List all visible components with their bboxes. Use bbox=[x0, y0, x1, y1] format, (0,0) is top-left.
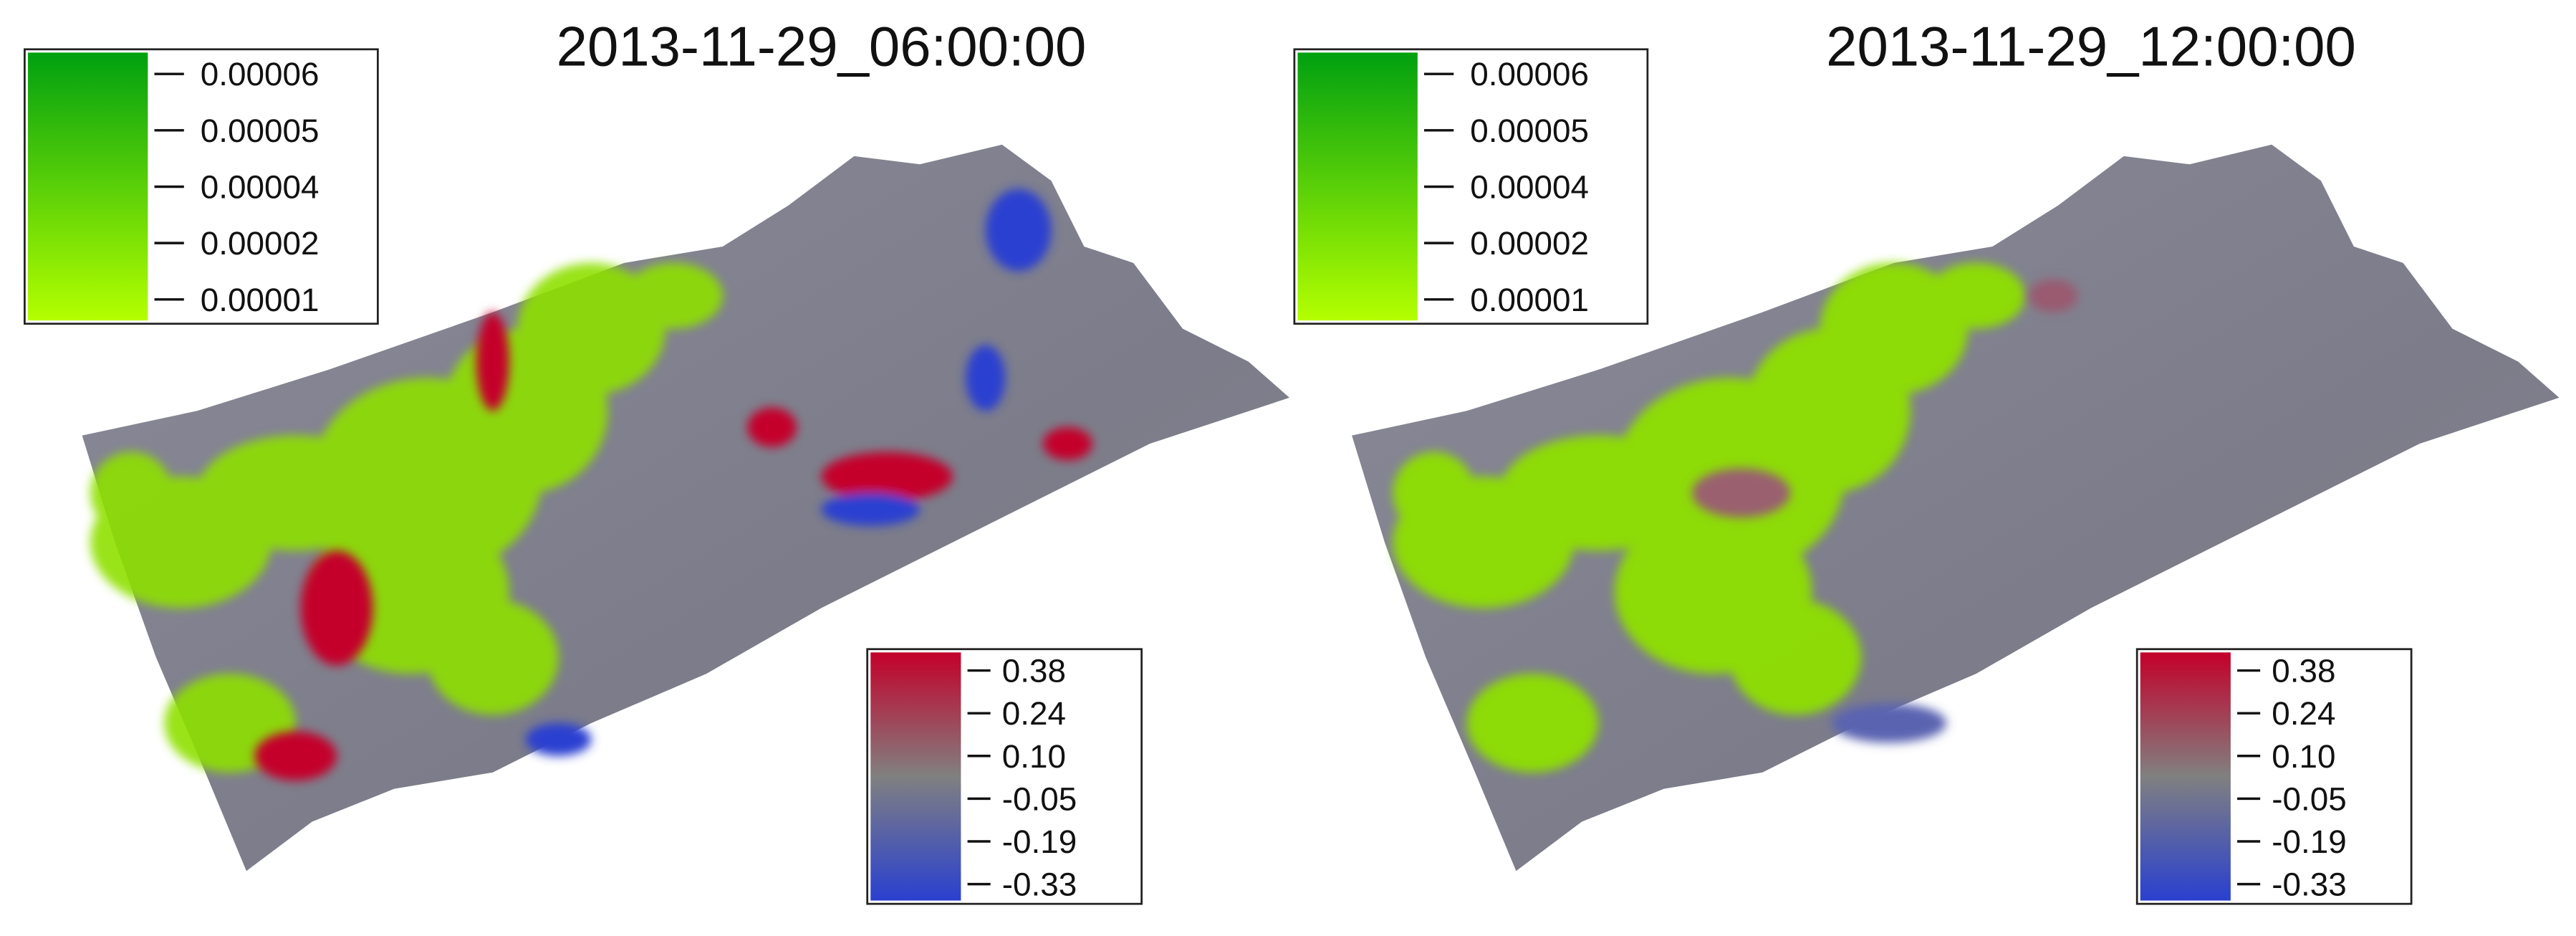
green-field bbox=[90, 262, 723, 773]
legend-tick-label: 0.00006 bbox=[1470, 55, 1589, 92]
color-strip bbox=[1297, 52, 1418, 321]
anomaly-field bbox=[1691, 279, 2078, 743]
legend-tick-label: -0.05 bbox=[2272, 780, 2347, 817]
legend-tick-label: -0.19 bbox=[1002, 823, 1077, 860]
legend-tick-label: -0.33 bbox=[1002, 866, 1077, 903]
legend-tick-label: 0.10 bbox=[1002, 737, 1066, 775]
legend-tick-label: 0.00005 bbox=[201, 112, 319, 149]
legend-tick-label: 0.38 bbox=[2272, 652, 2335, 689]
green-blob bbox=[90, 452, 173, 535]
terrain bbox=[82, 144, 1290, 871]
anomaly-spot bbox=[985, 188, 1052, 272]
color-strip bbox=[27, 52, 148, 321]
anomaly-spot bbox=[1831, 703, 1947, 743]
legend-tick-label: 0.00002 bbox=[201, 224, 319, 262]
legend-tick-label: 0.00005 bbox=[1470, 112, 1589, 149]
legend-tick-label: 0.00002 bbox=[1470, 224, 1589, 262]
legend-tick-label: 0.00004 bbox=[201, 168, 319, 206]
legend-tick-label: 0.24 bbox=[1002, 694, 1066, 732]
green-blob bbox=[624, 262, 723, 329]
legend-tick-label: 0.00001 bbox=[1470, 281, 1589, 318]
legend-tick-label: -0.33 bbox=[2272, 866, 2347, 903]
legend-tick-label: 0.00001 bbox=[201, 281, 319, 318]
anomaly-spot bbox=[254, 731, 337, 781]
green-blob bbox=[1393, 452, 1476, 535]
legend-tick-label: 0.00006 bbox=[201, 55, 319, 92]
anomaly-field bbox=[254, 188, 1092, 781]
anomaly-spot bbox=[821, 492, 921, 526]
anomaly-spot bbox=[476, 312, 509, 411]
legend-tick-label: -0.19 bbox=[2272, 823, 2347, 860]
panel: 2013-11-29_06:00:00 0.00006 0.00005 0.00004… bbox=[24, 15, 1290, 905]
terrain bbox=[1352, 144, 2560, 871]
panel-title: 2013-11-29_12:00:00 bbox=[1826, 15, 2356, 78]
anomaly-spot bbox=[1043, 427, 1092, 461]
green-field bbox=[1393, 262, 2026, 773]
green-blob bbox=[1466, 674, 1599, 773]
anomaly-spot bbox=[1691, 468, 1791, 518]
anomaly-spot bbox=[525, 722, 592, 756]
green-blob bbox=[1926, 262, 2026, 329]
legend-tick-label: 0.38 bbox=[1002, 652, 1066, 689]
green-blob bbox=[427, 599, 559, 715]
color-strip bbox=[2140, 652, 2231, 901]
panel: 2013-11-29_12:00:00 0.00006 0.00005 0.00004… bbox=[1293, 15, 2560, 905]
anomaly-spot bbox=[747, 407, 797, 447]
legend-tick-label: 0.10 bbox=[2272, 737, 2335, 775]
legend-tick-label: 0.00004 bbox=[1470, 168, 1589, 206]
legend-tick-label: 0.24 bbox=[2272, 694, 2335, 732]
anomaly-spot bbox=[821, 452, 953, 502]
green-blob bbox=[1729, 599, 1861, 715]
legend-tick-label: -0.05 bbox=[1002, 780, 1077, 817]
anomaly-spot bbox=[300, 550, 373, 666]
color-strip bbox=[870, 652, 961, 901]
anomaly-spot bbox=[2028, 279, 2078, 312]
anomaly-spot bbox=[966, 345, 1006, 411]
panel-title: 2013-11-29_06:00:00 bbox=[557, 15, 1087, 78]
